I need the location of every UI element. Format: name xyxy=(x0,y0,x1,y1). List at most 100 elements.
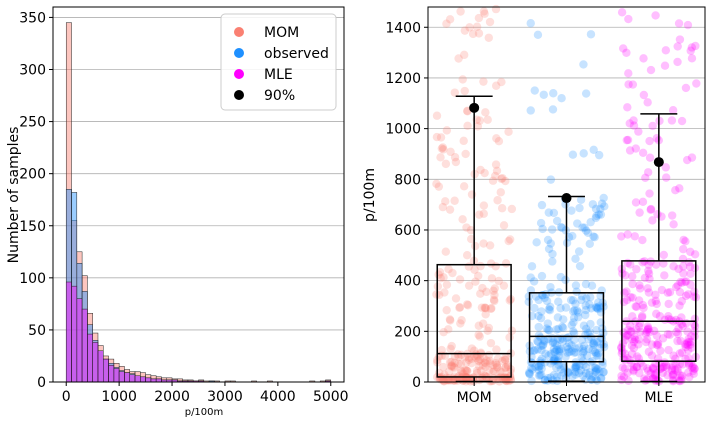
strip-point-mom xyxy=(491,81,501,90)
strip-point-mom xyxy=(444,265,453,274)
strip-point-mle xyxy=(660,271,669,280)
strip-point-mle xyxy=(627,349,637,359)
strip-point-mle xyxy=(635,322,644,331)
box-y-tick-label: 400 xyxy=(394,274,421,290)
strip-point-mle xyxy=(677,116,687,126)
strip-point-mom xyxy=(453,373,462,383)
strip-point-observed xyxy=(553,313,563,322)
strip-point-mle xyxy=(692,79,701,88)
strip-point-observed xyxy=(597,373,606,383)
histogram-chart: 0 50 100 150 200 250 300 350 0 1000 2000 3000 4000 5… xyxy=(6,6,349,418)
strip-point-mom xyxy=(437,345,446,355)
strip-point-mom xyxy=(481,303,490,312)
strip-point-observed xyxy=(581,310,590,320)
strip-point-mom xyxy=(480,358,489,367)
strip-point-mom xyxy=(492,134,501,143)
strip-point-observed xyxy=(524,368,534,377)
strip-point-observed xyxy=(572,287,581,296)
strip-point-mle xyxy=(617,232,626,241)
strip-point-observed xyxy=(562,342,572,352)
strip-point-mle xyxy=(690,332,699,341)
strip-point-observed xyxy=(591,363,601,373)
strip-point-mom xyxy=(463,366,472,376)
strip-point-mom xyxy=(485,17,495,27)
strip-point-mle xyxy=(677,313,686,322)
strip-point-mom xyxy=(501,355,510,365)
strip-point-mom xyxy=(441,197,450,206)
strip-point-observed xyxy=(569,328,579,338)
strip-point-observed xyxy=(534,362,543,371)
strip-point-mle xyxy=(628,312,637,321)
strip-point-observed xyxy=(546,349,556,358)
strip-point-mom xyxy=(492,360,502,370)
strip-point-mom xyxy=(486,359,495,368)
strip-point-mom xyxy=(505,235,515,244)
strip-point-observed xyxy=(550,356,559,366)
strip-point-observed xyxy=(555,346,564,356)
strip-point-mle xyxy=(621,271,630,280)
strip-point-observed xyxy=(533,345,542,354)
strip-point-mom xyxy=(489,286,498,296)
strip-point-mom xyxy=(445,358,455,367)
box-x-tick-label: MLE xyxy=(644,390,673,406)
strip-point-mle xyxy=(643,98,652,107)
strip-point-mom xyxy=(479,353,488,362)
strip-point-mle xyxy=(637,313,647,322)
strip-point-observed xyxy=(556,303,565,313)
strip-point-mle xyxy=(623,230,632,239)
strip-point-observed xyxy=(566,295,576,305)
strip-point-observed xyxy=(571,254,580,264)
strip-point-mle xyxy=(665,330,674,339)
strip-point-mom xyxy=(498,173,507,183)
strip-point-mom xyxy=(504,376,514,386)
strip-point-mle xyxy=(671,186,680,195)
strip-point-observed xyxy=(556,335,565,344)
strip-point-observed xyxy=(599,193,608,203)
strip-point-mom xyxy=(439,362,448,372)
strip-point-mle xyxy=(677,296,687,306)
histogram-bar-mle xyxy=(113,368,120,383)
strip-point-observed xyxy=(576,195,586,204)
strip-point-mle xyxy=(688,363,697,372)
strip-point-mle xyxy=(644,260,653,270)
histogram-bar-mle xyxy=(103,358,109,383)
strip-point-observed xyxy=(550,347,559,357)
strip-point-mle xyxy=(642,335,652,344)
strip-point-mom xyxy=(460,50,469,60)
legend-box xyxy=(220,13,337,111)
strip-point-mom xyxy=(459,182,469,191)
strip-point-observed xyxy=(548,105,558,114)
strip-point-mom xyxy=(438,143,448,152)
strip-point-mom xyxy=(501,176,510,186)
strip-point-observed xyxy=(534,322,543,332)
strip-point-mle xyxy=(635,281,644,290)
strip-point-mom xyxy=(438,202,448,212)
strip-point-mle xyxy=(641,376,650,385)
strip-point-observed xyxy=(583,328,592,337)
strip-point-observed xyxy=(547,225,557,234)
strip-point-observed xyxy=(589,232,598,241)
strip-point-mle xyxy=(677,278,687,287)
strip-point-mom xyxy=(482,287,491,297)
strip-point-observed xyxy=(581,226,591,235)
strip-point-mom xyxy=(458,376,468,385)
strip-point-mle xyxy=(689,369,698,378)
strip-point-observed xyxy=(572,361,581,370)
histogram-y-tick-label: 200 xyxy=(19,167,46,183)
strip-point-mom xyxy=(447,361,456,371)
strip-point-mom xyxy=(474,321,483,330)
histogram-y-axis-label: Number of samples xyxy=(6,127,22,264)
strip-point-observed xyxy=(571,370,580,379)
box-observed xyxy=(528,193,605,382)
strip-point-mle xyxy=(652,331,662,340)
strip-point-mle xyxy=(661,46,671,55)
strip-point-mom xyxy=(447,341,456,351)
strip-point-mom xyxy=(470,265,479,274)
strip-point-mom xyxy=(504,127,513,136)
strip-point-observed xyxy=(589,340,598,350)
strip-point-mom xyxy=(440,288,449,297)
strip-point-observed xyxy=(559,368,568,377)
strip-point-mom xyxy=(493,354,503,363)
strip-point-mle xyxy=(657,285,667,295)
strip-point-mom xyxy=(449,376,458,385)
